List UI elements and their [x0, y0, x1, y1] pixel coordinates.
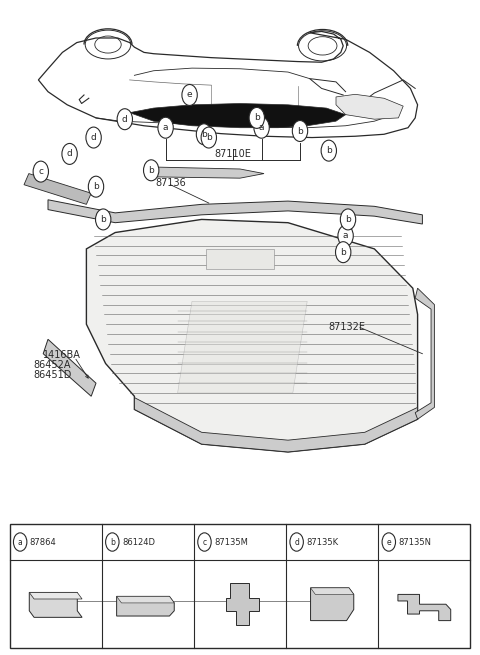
Text: 86124D: 86124D	[122, 538, 155, 546]
Text: 87135K: 87135K	[306, 538, 338, 546]
Text: b: b	[148, 166, 154, 175]
Circle shape	[340, 209, 356, 230]
Circle shape	[196, 124, 212, 145]
Polygon shape	[144, 167, 264, 178]
Circle shape	[13, 533, 27, 552]
Text: b: b	[345, 215, 351, 224]
Polygon shape	[226, 583, 259, 625]
Polygon shape	[311, 588, 354, 621]
Text: 87864: 87864	[30, 538, 57, 546]
Polygon shape	[130, 103, 346, 128]
Text: b: b	[326, 146, 332, 155]
Circle shape	[33, 161, 48, 182]
Circle shape	[249, 107, 264, 128]
Polygon shape	[134, 398, 418, 452]
Polygon shape	[24, 174, 91, 204]
Polygon shape	[178, 301, 307, 393]
Circle shape	[144, 160, 159, 181]
Circle shape	[182, 84, 197, 105]
Text: 87110E: 87110E	[215, 149, 251, 159]
Text: a: a	[259, 123, 264, 132]
Text: c: c	[203, 538, 206, 546]
Text: d: d	[91, 133, 96, 142]
Text: a: a	[163, 123, 168, 132]
Circle shape	[321, 140, 336, 161]
Text: e: e	[187, 90, 192, 100]
Circle shape	[338, 225, 353, 246]
Circle shape	[62, 143, 77, 164]
Circle shape	[88, 176, 104, 197]
Circle shape	[96, 209, 111, 230]
Text: c: c	[38, 167, 43, 176]
Circle shape	[336, 242, 351, 263]
Text: d: d	[67, 149, 72, 159]
Text: b: b	[93, 182, 99, 191]
Text: d: d	[122, 115, 128, 124]
Circle shape	[254, 117, 269, 138]
Text: b: b	[340, 248, 346, 257]
Text: e: e	[386, 538, 391, 546]
Text: 87136: 87136	[155, 178, 186, 189]
Polygon shape	[117, 596, 174, 603]
Polygon shape	[29, 592, 82, 599]
Text: 87135M: 87135M	[214, 538, 248, 546]
Text: b: b	[254, 113, 260, 122]
Circle shape	[201, 127, 216, 148]
Circle shape	[198, 533, 211, 552]
Polygon shape	[398, 595, 451, 621]
Circle shape	[382, 533, 396, 552]
Polygon shape	[117, 596, 174, 616]
Text: 86452A: 86452A	[34, 360, 71, 371]
Text: d: d	[294, 538, 299, 546]
Text: b: b	[206, 133, 212, 142]
Text: b: b	[201, 130, 207, 139]
Polygon shape	[43, 339, 96, 396]
Polygon shape	[311, 588, 354, 595]
Polygon shape	[415, 288, 434, 419]
Text: a: a	[343, 231, 348, 240]
Text: 86451D: 86451D	[34, 369, 72, 380]
Text: b: b	[100, 215, 106, 224]
Text: b: b	[110, 538, 115, 546]
Text: 1416BA: 1416BA	[43, 350, 81, 360]
Circle shape	[86, 127, 101, 148]
Text: 87135N: 87135N	[398, 538, 432, 546]
Circle shape	[292, 121, 308, 141]
Circle shape	[158, 117, 173, 138]
Polygon shape	[86, 219, 418, 452]
Polygon shape	[48, 200, 422, 224]
Polygon shape	[206, 249, 274, 269]
Text: a: a	[18, 538, 23, 546]
Circle shape	[106, 533, 119, 552]
Bar	[10, 524, 470, 648]
Text: b: b	[297, 126, 303, 136]
Polygon shape	[336, 94, 403, 119]
Text: 87132E: 87132E	[329, 322, 366, 333]
Circle shape	[290, 533, 303, 552]
Circle shape	[117, 109, 132, 130]
Polygon shape	[29, 592, 82, 617]
